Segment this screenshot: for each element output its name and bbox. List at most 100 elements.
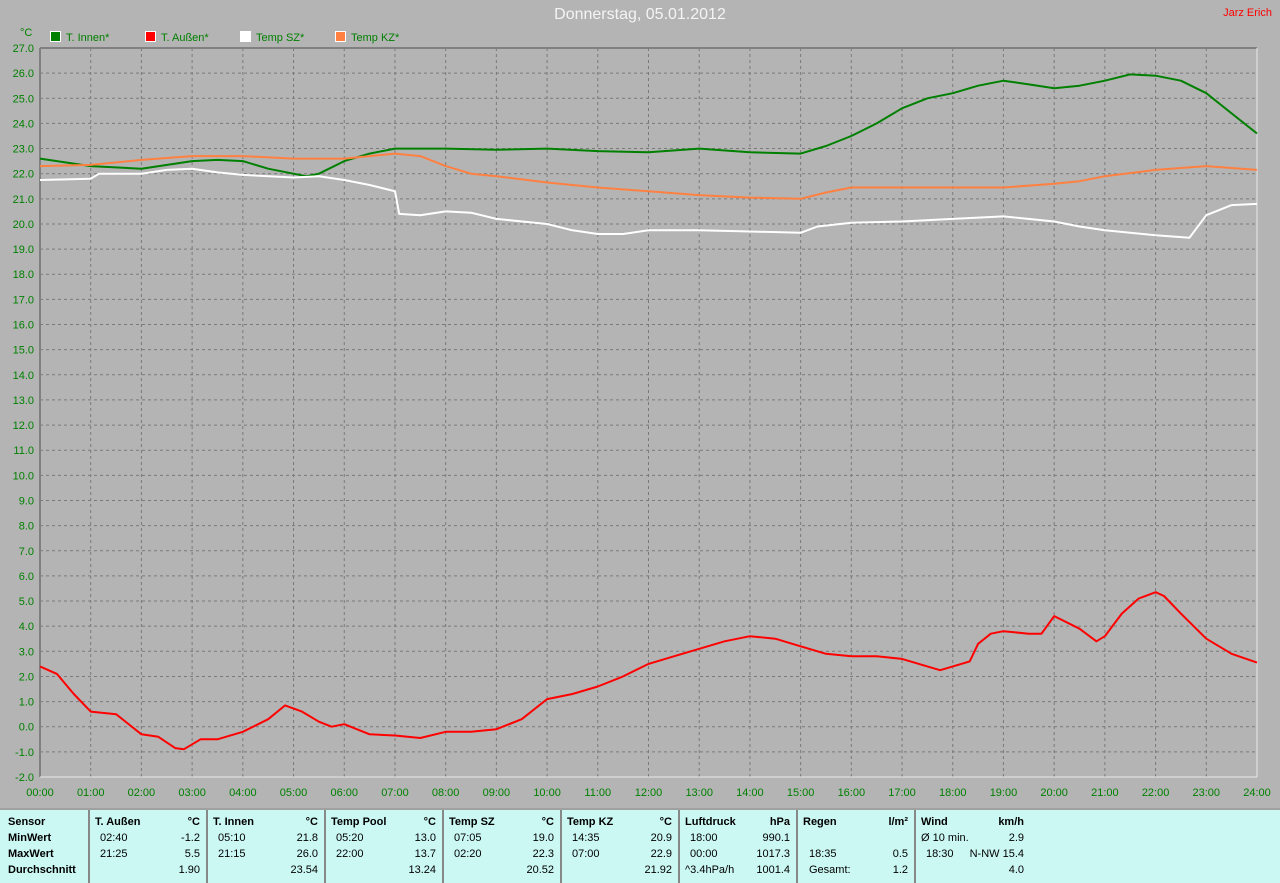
y-tick-label: 5.0 xyxy=(19,596,34,608)
x-tick-label: 14:00 xyxy=(736,787,764,799)
value-cell: 1001.4 xyxy=(756,864,790,876)
time-cell: 21:25 xyxy=(100,848,128,860)
x-tick-label: 12:00 xyxy=(635,787,663,799)
x-tick-label: 24:00 xyxy=(1243,787,1271,799)
value-cell: 26.0 xyxy=(296,848,318,860)
y-tick-label: 13.0 xyxy=(13,395,34,407)
column-header: Luftdruck xyxy=(685,816,736,828)
sensor-column: Temp KZ °C 14:35 20.9 07:00 22.9 21.92 xyxy=(562,810,680,883)
x-tick-label: 19:00 xyxy=(990,787,1018,799)
time-cell: 18:35 xyxy=(809,848,837,860)
value-cell: 1.2 xyxy=(892,864,908,876)
y-tick-label: 2.0 xyxy=(19,671,34,683)
y-tick-label: 9.0 xyxy=(19,495,34,507)
series-line-2 xyxy=(39,167,1258,239)
value-cell: 0.5 xyxy=(892,848,908,860)
y-tick-label: 11.0 xyxy=(13,445,34,457)
legend-item: Temp SZ* xyxy=(240,31,304,44)
row-label: Sensor xyxy=(8,816,46,828)
legend-item: Temp KZ* xyxy=(335,31,399,44)
x-tick-label: 09:00 xyxy=(483,787,511,799)
sensor-column: T. Außen °C 02:40 -1.2 21:25 5.5 1.90 xyxy=(90,810,208,883)
y-tick-label: 8.0 xyxy=(19,521,34,533)
y-tick-label: 24.0 xyxy=(13,118,34,130)
legend-label: Temp SZ* xyxy=(256,32,305,44)
x-tick-label: 00:00 xyxy=(26,787,54,799)
chart-title: Donnerstag, 05.01.2012 xyxy=(554,6,726,23)
y-tick-label: 22.0 xyxy=(13,169,34,181)
x-tick-label: 16:00 xyxy=(838,787,866,799)
time-cell: 18:00 xyxy=(690,832,718,844)
column-header: T. Innen xyxy=(213,816,254,828)
column-header: Temp KZ xyxy=(567,816,614,828)
column-unit: hPa xyxy=(769,816,790,828)
time-cell: 22:00 xyxy=(336,848,364,860)
temperature-chart: 27.0 26.0 25.0 24.0 23.0 22.0 21.0 20.0 19.0 18.0… xyxy=(13,27,1271,799)
value-cell: 5.5 xyxy=(184,848,200,860)
value-cell: N-NW 15.4 xyxy=(969,848,1024,860)
row-label: Durchschnitt xyxy=(8,864,76,876)
x-tick-label: 07:00 xyxy=(381,787,409,799)
column-header: Wind xyxy=(921,816,948,828)
x-tick-label: 06:00 xyxy=(330,787,358,799)
y-tick-label: 25.0 xyxy=(13,93,34,105)
x-tick-label: 18:00 xyxy=(939,787,967,799)
series-line-3 xyxy=(39,152,1258,200)
x-tick-label: 20:00 xyxy=(1040,787,1068,799)
y-tick-label: 10.0 xyxy=(13,470,34,482)
value-cell: 13.7 xyxy=(414,848,436,860)
stats-table: Sensor MinWert MaxWert Durchschnitt T. Außen… xyxy=(0,808,1280,883)
row-label: MaxWert xyxy=(8,848,54,860)
time-cell: 05:10 xyxy=(218,832,246,844)
series-line-1 xyxy=(39,591,1258,751)
row-labels-column: Sensor MinWert MaxWert Durchschnitt xyxy=(0,810,90,883)
value-cell: 22.9 xyxy=(650,848,672,860)
y-tick-label: 14.0 xyxy=(13,370,34,382)
column-header: Temp SZ xyxy=(449,816,495,828)
time-cell: 07:05 xyxy=(454,832,482,844)
y-tick-label: 17.0 xyxy=(13,294,34,306)
legend-item: T. Innen* xyxy=(50,31,109,44)
author-label: Jarz Erich xyxy=(1223,7,1272,19)
y-tick-label: 21.0 xyxy=(13,194,34,206)
value-cell: 21.92 xyxy=(644,864,672,876)
time-cell: 21:15 xyxy=(218,848,246,860)
y-tick-label: 20.0 xyxy=(13,219,34,231)
legend-label: T. Außen* xyxy=(161,32,209,44)
value-cell: 13.0 xyxy=(414,832,436,844)
y-tick-label: 1.0 xyxy=(19,697,34,709)
column-unit: °C xyxy=(659,816,672,828)
column-unit: °C xyxy=(187,816,200,828)
series-line-0 xyxy=(39,73,1258,178)
x-tick-label: 17:00 xyxy=(888,787,916,799)
legend-swatch xyxy=(335,31,346,42)
y-tick-label: 19.0 xyxy=(13,244,34,256)
y-tick-label: 18.0 xyxy=(13,269,34,281)
sensor-column: Temp SZ °C 07:05 19.0 02:20 22.3 20.52 xyxy=(444,810,562,883)
column-unit: l/m² xyxy=(888,816,908,828)
value-cell: 20.9 xyxy=(650,832,672,844)
y-tick-label: 26.0 xyxy=(13,68,34,80)
value-cell: 2.9 xyxy=(1008,832,1024,844)
x-tick-label: 15:00 xyxy=(787,787,815,799)
x-tick-label: 21:00 xyxy=(1091,787,1119,799)
column-unit: °C xyxy=(541,816,554,828)
y-axis-unit: °C xyxy=(20,27,32,39)
x-tick-label: 08:00 xyxy=(432,787,460,799)
x-tick-label: 10:00 xyxy=(533,787,561,799)
column-unit: °C xyxy=(423,816,436,828)
value-cell: 1017.3 xyxy=(756,848,790,860)
legend-item: T. Außen* xyxy=(145,31,209,44)
value-cell: 23.54 xyxy=(290,864,318,876)
legend-swatch xyxy=(145,31,156,42)
value-cell: 990.1 xyxy=(762,832,790,844)
x-tick-label: 11:00 xyxy=(584,787,611,799)
time-cell: 14:35 xyxy=(572,832,600,844)
legend-swatch xyxy=(240,31,251,42)
value-cell: 19.0 xyxy=(532,832,554,844)
y-tick-label: 15.0 xyxy=(13,345,34,357)
legend-swatch xyxy=(50,31,61,42)
y-tick-label: 3.0 xyxy=(19,646,34,658)
value-cell: 20.52 xyxy=(526,864,554,876)
y-tick-label: 7.0 xyxy=(19,546,34,558)
